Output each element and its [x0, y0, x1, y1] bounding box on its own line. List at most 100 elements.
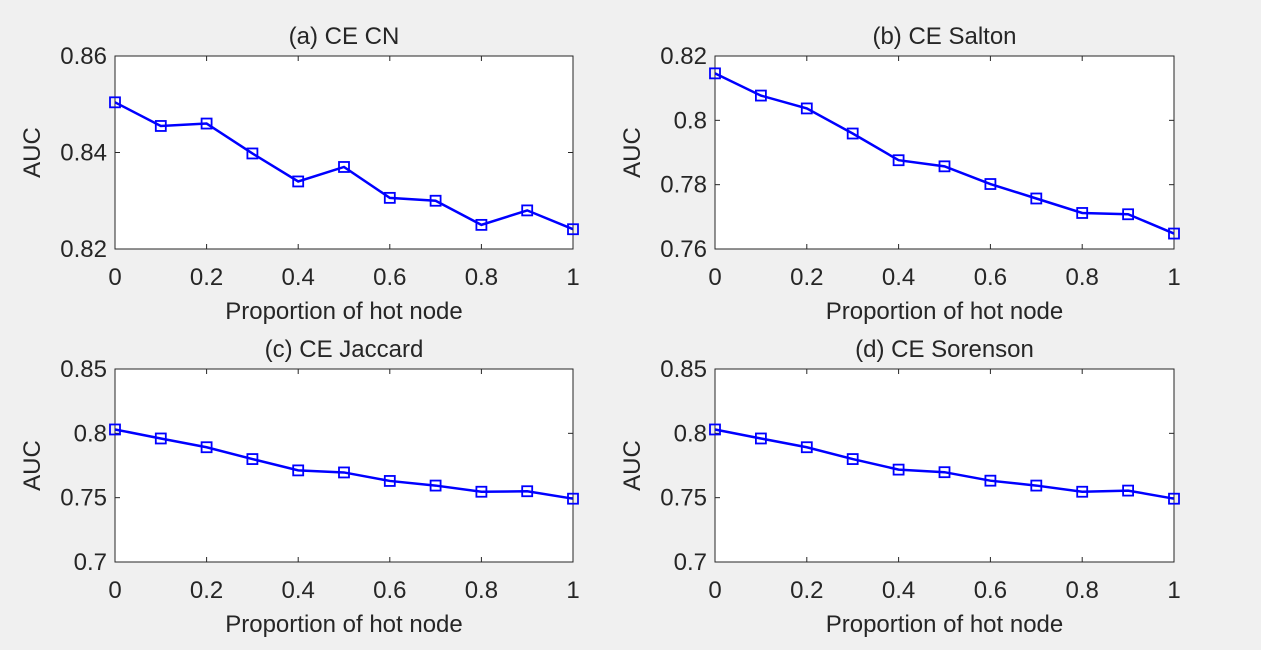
x-axis-label: Proportion of hot node [225, 611, 463, 638]
data-point-marker [200, 117, 213, 130]
y-tick-label: 0.8 [674, 420, 707, 447]
x-tick-label: 0.4 [882, 264, 915, 291]
x-tick-label: 0.6 [373, 577, 406, 604]
data-point-marker [429, 194, 442, 207]
y-tick-label: 0.8 [74, 420, 107, 447]
x-tick-label: 0.2 [790, 264, 823, 291]
y-tick-label: 0.7 [74, 549, 107, 576]
y-tick-label: 0.78 [660, 172, 707, 199]
y-tick-label: 0.75 [660, 485, 707, 512]
x-tick-label: 0.6 [373, 264, 406, 291]
data-point-marker [383, 191, 396, 204]
x-tick-label: 1 [1167, 264, 1180, 291]
data-point-marker [109, 96, 121, 109]
data-point-marker [1030, 479, 1043, 492]
data-point-marker [984, 178, 997, 190]
data-point-marker [1030, 192, 1043, 205]
data-point-marker [846, 453, 859, 465]
data-point-marker [938, 160, 951, 173]
data-point-marker [521, 204, 534, 217]
x-tick-label: 0.2 [190, 577, 223, 604]
x-tick-label: 0.8 [465, 577, 498, 604]
data-point-marker [246, 147, 259, 160]
x-tick-label: 0.4 [282, 264, 315, 291]
data-point-marker [938, 466, 951, 479]
y-tick-label: 0.76 [660, 236, 707, 263]
y-tick-label: 0.75 [60, 485, 107, 512]
x-tick-label: 0.2 [190, 264, 223, 291]
data-point-marker [846, 127, 859, 140]
x-tick-label: 1 [566, 577, 579, 604]
data-point-marker [338, 161, 350, 173]
x-axis-label: Proportion of hot node [826, 611, 1064, 638]
data-point-marker [154, 432, 167, 445]
series-line [114, 101, 574, 231]
x-axis-label: Proportion of hot node [826, 298, 1064, 325]
plot-area [114, 368, 574, 563]
y-tick-label: 0.82 [60, 236, 107, 263]
subplot-3: (c) CE Jaccard 0 0.2 0.4 0.6 0.8 1 0.7 0.75 0.8 0.… [19, 336, 580, 638]
data-point-marker [892, 154, 905, 167]
x-tick-label: 0.6 [974, 577, 1007, 604]
data-point-marker [292, 464, 305, 477]
data-point-marker [200, 441, 213, 454]
subplot-1: (a) CE CN 0 0.2 0.4 0.6 0.8 1 0.82 0.84 0.86 Propo… [19, 23, 580, 325]
chart-title: (d) CE Sorenson [855, 336, 1034, 363]
data-point-marker [1122, 208, 1134, 221]
y-tick-label: 0.85 [60, 356, 107, 383]
y-tick-label: 0.84 [60, 140, 107, 167]
data-point-marker [154, 120, 167, 132]
data-point-marker [429, 479, 442, 492]
x-tick-label: 0 [708, 577, 721, 604]
x-axis-label: Proportion of hot node [225, 298, 463, 325]
data-point-marker [1168, 227, 1180, 240]
data-point-marker [709, 423, 721, 436]
x-tick-label: 0.8 [465, 264, 498, 291]
x-tick-label: 1 [1167, 577, 1180, 604]
y-tick-label: 0.85 [660, 356, 707, 383]
data-point-marker [1168, 492, 1180, 505]
y-axis-label: AUC [619, 127, 646, 178]
data-point-marker [338, 466, 350, 479]
data-point-marker [984, 474, 997, 487]
x-tick-label: 0.2 [790, 577, 823, 604]
data-point-marker [800, 441, 813, 454]
plot-area [714, 55, 1175, 250]
chart-title: (a) CE CN [289, 23, 400, 50]
subplot-2: (b) CE Salton 0 0.2 0.4 0.6 0.8 1 0.76 0.78 0.8 0.… [619, 23, 1181, 325]
x-tick-label: 0 [108, 577, 121, 604]
data-point-marker [1076, 207, 1089, 219]
series-line [714, 72, 1175, 235]
data-point-marker [109, 423, 121, 436]
chart-title: (c) CE Jaccard [265, 336, 424, 363]
data-point-marker [800, 102, 813, 115]
plot-area [114, 55, 574, 250]
series-line [714, 428, 1175, 500]
y-tick-label: 0.86 [60, 43, 107, 70]
y-tick-label: 0.82 [660, 43, 707, 70]
data-point-marker [383, 475, 396, 487]
x-tick-label: 0.8 [1066, 577, 1099, 604]
data-point-marker [755, 89, 767, 102]
x-tick-label: 0 [708, 264, 721, 291]
data-point-marker [292, 175, 305, 188]
y-axis-label: AUC [19, 440, 46, 491]
data-point-marker [709, 67, 721, 80]
data-point-marker [1076, 485, 1089, 498]
data-point-marker [567, 492, 579, 505]
data-point-marker [755, 432, 767, 445]
data-point-marker [567, 223, 579, 236]
plot-area [714, 368, 1175, 563]
x-tick-label: 0.6 [974, 264, 1007, 291]
data-point-marker [521, 485, 534, 498]
x-tick-label: 0 [108, 264, 121, 291]
data-point-marker [892, 463, 905, 476]
data-point-marker [475, 218, 488, 231]
x-tick-label: 0.4 [882, 577, 915, 604]
data-point-marker [475, 485, 488, 498]
series-line [114, 428, 574, 500]
subplot-4: (d) CE Sorenson 0 0.2 0.4 0.6 0.8 1 0.7 0.75 0.8 0… [619, 336, 1181, 638]
chart-title: (b) CE Salton [872, 23, 1016, 50]
data-point-marker [246, 453, 259, 465]
